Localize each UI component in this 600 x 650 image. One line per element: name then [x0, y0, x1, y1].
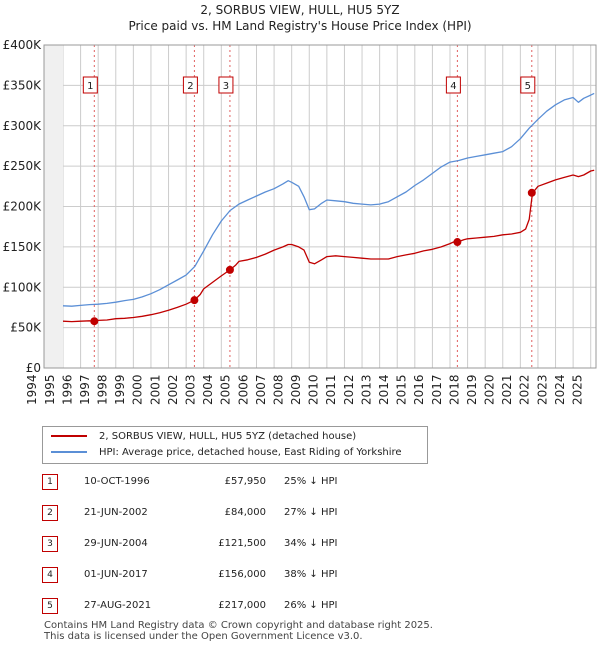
- transaction-point: [527, 188, 536, 197]
- row-price: £217,000: [218, 600, 266, 611]
- x-tick-label: 2009: [289, 374, 303, 405]
- y-tick-label: £400K: [3, 38, 43, 52]
- chart-title: 2, SORBUS VIEW, HULL, HU5 5YZ: [200, 3, 400, 17]
- series-line: [62, 92, 595, 307]
- y-tick-label: £100K: [3, 280, 43, 294]
- x-tick-label: 2014: [377, 374, 391, 405]
- transaction-label: 5: [525, 81, 531, 92]
- row-price: £84,000: [224, 507, 266, 518]
- legend-label-hpi: HPI: Average price, detached house, East…: [99, 447, 402, 458]
- x-tick-label: 2002: [166, 374, 180, 405]
- row-number-badge: 2: [42, 505, 58, 521]
- x-tick-label: 2011: [324, 374, 338, 405]
- row-hpi: 27% ↓ HPI: [284, 507, 338, 518]
- plot-frame: [43, 44, 597, 369]
- chart-title-block: 2, SORBUS VIEW, HULL, HU5 5YZ Price paid…: [0, 2, 600, 34]
- x-tick-label: 2012: [342, 374, 356, 405]
- row-date: 21-JUN-2002: [84, 507, 148, 518]
- transaction-label: 3: [223, 81, 229, 92]
- x-tick-label: 1994: [25, 374, 39, 405]
- price-chart: £0 £50K £100K £150K £200K £250K £300K £350K £400…: [3, 38, 597, 405]
- series-line: [62, 169, 595, 323]
- y-tick-label: £200K: [3, 200, 43, 214]
- transaction-box: [520, 76, 536, 94]
- transaction-box: [82, 76, 98, 94]
- footer: Contains HM Land Registry data © Crown c…: [44, 620, 433, 642]
- x-tick-label: 2024: [553, 374, 567, 405]
- transaction-point: [190, 296, 199, 305]
- row-hpi: 25% ↓ HPI: [284, 476, 338, 487]
- x-tick-label: 2016: [412, 374, 426, 405]
- table-row: 5 27-AUG-2021 £217,000 26% ↓ HPI: [0, 596, 600, 616]
- legend-label-property: 2, SORBUS VIEW, HULL, HU5 5YZ (detached …: [99, 431, 357, 442]
- x-tick-label: 2010: [307, 374, 321, 405]
- table-row: 2 21-JUN-2002 £84,000 27% ↓ HPI: [0, 503, 600, 523]
- chart-subtitle: Price paid vs. HM Land Registry's House …: [128, 19, 472, 33]
- footer-copyright: Contains HM Land Registry data © Crown c…: [44, 620, 433, 631]
- transaction-point: [453, 238, 462, 247]
- x-tick-label: 2007: [254, 374, 268, 405]
- x-tick-label: 2003: [184, 374, 198, 405]
- transaction-box: [445, 76, 461, 94]
- row-number-badge: 3: [42, 536, 58, 552]
- row-number-badge: 5: [42, 598, 58, 614]
- legend-item-hpi: HPI: Average price, detached house, East…: [51, 445, 402, 461]
- row-number-badge: 1: [42, 474, 58, 490]
- x-tick-label: 2006: [236, 374, 250, 405]
- table-row: 4 01-JUN-2017 £156,000 38% ↓ HPI: [0, 565, 600, 585]
- transaction-point: [225, 265, 234, 274]
- x-tick-label: 2022: [518, 374, 532, 405]
- footer-licence: This data is licensed under the Open Gov…: [44, 631, 363, 642]
- x-tick-label: 1996: [60, 374, 74, 405]
- y-tick-label: £350K: [3, 78, 43, 92]
- table-row: 3 29-JUN-2004 £121,500 34% ↓ HPI: [0, 534, 600, 554]
- x-tick-label: 2025: [571, 374, 585, 405]
- legend-swatch-hpi: [51, 451, 87, 453]
- row-price: £156,000: [218, 569, 266, 580]
- x-tick-label: 1998: [96, 374, 110, 405]
- x-tick-label: 2018: [447, 374, 461, 405]
- x-tick-label: 2008: [271, 374, 285, 405]
- pre-period-shade: [44, 45, 63, 368]
- x-tick-label: 2005: [219, 374, 233, 405]
- x-tick-label: 2015: [395, 374, 409, 405]
- x-tick-label: 2021: [500, 374, 514, 405]
- row-price: £57,950: [224, 476, 266, 487]
- x-tick-label: 1999: [113, 374, 127, 405]
- y-tick-label: £150K: [3, 240, 43, 254]
- row-hpi: 34% ↓ HPI: [284, 538, 338, 549]
- legend-item-property: 2, SORBUS VIEW, HULL, HU5 5YZ (detached …: [51, 429, 356, 445]
- x-tick-label: 2019: [465, 374, 479, 405]
- transaction-point: [90, 317, 99, 326]
- y-tick-label: £250K: [3, 159, 43, 173]
- x-tick-label: 2001: [148, 374, 162, 405]
- transaction-label: 2: [187, 81, 193, 92]
- row-hpi: 26% ↓ HPI: [284, 600, 338, 611]
- x-tick-label: 1995: [43, 374, 57, 405]
- x-tick-label: 2020: [483, 374, 497, 405]
- x-tick-label: 2017: [430, 374, 444, 405]
- legend: 2, SORBUS VIEW, HULL, HU5 5YZ (detached …: [42, 426, 428, 464]
- row-date: 27-AUG-2021: [84, 600, 152, 611]
- y-tick-label: £300K: [3, 119, 43, 133]
- x-tick-label: 2004: [201, 374, 215, 405]
- table-row: 1 10-OCT-1996 £57,950 25% ↓ HPI: [0, 472, 600, 492]
- row-number-badge: 4: [42, 567, 58, 583]
- transaction-box: [182, 76, 198, 94]
- y-tick-label: £0: [26, 361, 41, 375]
- y-tick-label: £50K: [10, 321, 42, 335]
- row-date: 10-OCT-1996: [84, 476, 150, 487]
- x-tick-label: 1997: [78, 374, 92, 405]
- row-hpi: 38% ↓ HPI: [284, 569, 338, 580]
- row-price: £121,500: [218, 538, 266, 549]
- x-tick-label: 2023: [535, 374, 549, 405]
- x-tick-label: 2013: [359, 374, 373, 405]
- transaction-label: 4: [450, 81, 456, 92]
- x-tick-label: 2000: [131, 374, 145, 405]
- row-date: 29-JUN-2004: [84, 538, 148, 549]
- row-date: 01-JUN-2017: [84, 569, 148, 580]
- legend-swatch-property: [51, 435, 87, 437]
- transaction-label: 1: [87, 81, 93, 92]
- transaction-box: [218, 76, 234, 94]
